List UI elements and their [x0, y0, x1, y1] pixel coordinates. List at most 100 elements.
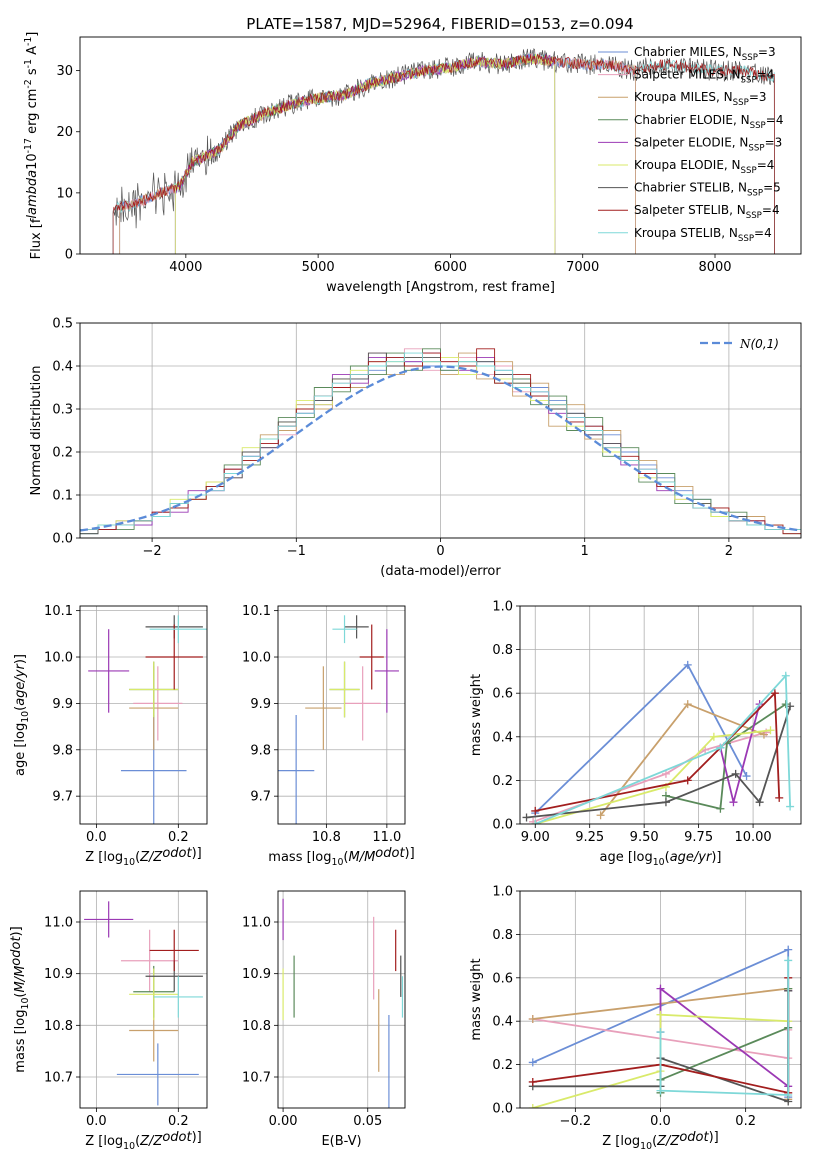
y-tick-label: 1.0 — [492, 600, 513, 615]
y-tick-label: 0.0 — [492, 818, 513, 833]
weight-marker — [528, 1104, 537, 1108]
x-tick-label: 4000 — [169, 260, 202, 275]
y-tick-label: 9.9 — [52, 697, 73, 712]
weight-marker — [528, 1015, 537, 1024]
weight-marker — [528, 1058, 537, 1067]
y-tick-label: 0.0 — [52, 532, 73, 547]
y-tick-label: 10.8 — [242, 1019, 271, 1034]
y-tick-label: 10.0 — [44, 651, 73, 666]
legend-label: Salpeter STELIB, NSSP=4 — [634, 203, 780, 221]
y-axis-label: Flux [flambda10-17 erg cm-2 s-1 A-1] — [23, 32, 44, 260]
weight-marker — [683, 700, 692, 709]
x-axis-label: Z [log10(Z/Zodot)] — [85, 846, 202, 868]
y-tick-label: 10.1 — [44, 604, 73, 619]
y-axis-label: Normed distribution — [29, 366, 44, 496]
y-tick-label: 10.9 — [44, 967, 73, 982]
y-tick-label: 0.2 — [492, 1058, 513, 1073]
weight-marker — [531, 806, 540, 815]
x-tick-label: −1 — [287, 544, 306, 559]
weight-marker — [656, 984, 665, 993]
axes-age_vs_mass: 10.8 11.0 9.7 9.8 9.9 10.0 10.1 mass [log10(M/M… — [242, 604, 415, 868]
weight-marker — [729, 798, 738, 807]
x-axis-label: mass [log10(M/Modot)] — [268, 846, 414, 868]
x-tick-label: 0.05 — [353, 1114, 382, 1129]
y-tick-label: 11.0 — [242, 916, 271, 931]
weight-line — [526, 706, 791, 819]
x-tick-label: −2 — [143, 544, 162, 559]
legend-label: Chabrier STELIB, NSSP=5 — [634, 181, 781, 199]
axes-frame — [519, 605, 802, 825]
weight-marker — [755, 798, 764, 807]
legend-label: Chabrier ELODIE, NSSP=4 — [634, 113, 783, 131]
y-tick-label: 9.7 — [52, 790, 73, 805]
axes-spectrum: 4000 5000 6000 7000 8000 0 10 20 30 wavelength [A… — [23, 32, 802, 295]
weight-marker — [742, 772, 751, 781]
x-axis-label: Z [log10(Z/Zodot)] — [85, 1130, 202, 1152]
x-tick-label: 9.25 — [575, 830, 604, 845]
weight-marker — [656, 1028, 665, 1037]
y-tick-label: 9.9 — [250, 697, 271, 712]
weight-marker — [528, 1077, 537, 1086]
y-tick-label: 9.7 — [250, 790, 271, 805]
weight-line — [665, 703, 787, 810]
x-axis-label: age [log10(age/yr)] — [599, 850, 721, 868]
axes-mass_weight_vs_age: 9.00 9.25 9.50 9.75 10.00 0.0 0.2 0.4 0.6 0.8 1.0 a… — [469, 600, 802, 868]
x-tick-label: 10.00 — [734, 830, 771, 845]
weight-line — [534, 729, 771, 824]
x-tick-label: 9.50 — [630, 830, 659, 845]
axes-mass_weight_vs_Z: −0.2 0.0 0.2 0.0 0.2 0.4 0.6 0.8 1.0 Z [log10(Z/Z… — [469, 885, 802, 1152]
y-tick-label: 0.4 — [492, 730, 513, 745]
weight-line — [535, 691, 781, 812]
figure-title: PLATE=1587, MJD=52964, FIBERID=0153, z=0… — [246, 15, 633, 33]
plot-area-mass_weight_vs_age — [520, 606, 801, 824]
x-tick-label: 0.00 — [269, 1114, 298, 1129]
weight-marker — [775, 793, 784, 802]
histogram-step — [80, 348, 801, 538]
weight-marker — [683, 776, 692, 785]
plot-area-spectrum — [112, 48, 775, 254]
x-axis-label: E(B-V) — [321, 1134, 361, 1149]
y-tick-label: 10.9 — [242, 967, 271, 982]
x-axis-label: Z [log10(Z/Zodot)] — [602, 1130, 719, 1152]
y-tick-label: 0.1 — [52, 489, 73, 504]
legend-label: Kroupa STELIB, NSSP=4 — [634, 226, 772, 244]
legend-label: Chabrier MILES, NSSP=3 — [634, 45, 776, 63]
y-tick-label: 0 — [65, 248, 73, 263]
weight-marker — [716, 743, 725, 752]
legend: Chabrier MILES, NSSP=3 Salpeter MILES, NS… — [598, 45, 783, 244]
y-tick-label: 30 — [56, 64, 73, 79]
weight-marker — [731, 769, 740, 778]
weight-marker — [656, 1010, 665, 1019]
weight-marker — [656, 1086, 665, 1095]
x-tick-label: 0.2 — [735, 1114, 756, 1129]
weight-marker — [786, 802, 795, 811]
axes-frame — [79, 36, 802, 255]
y-axis-label: mass weight — [469, 674, 484, 756]
y-tick-label: 10.8 — [44, 1019, 73, 1034]
x-tick-label: 0.0 — [650, 1114, 671, 1129]
legend-label: Kroupa MILES, NSSP=3 — [634, 90, 767, 108]
axes-frame — [79, 605, 208, 825]
weight-marker — [596, 811, 605, 820]
plot-area-age_vs_Z — [80, 606, 207, 824]
plot-area-mass_vs_EBV — [278, 891, 405, 1108]
legend-label: Kroupa ELODIE, NSSP=4 — [634, 158, 774, 176]
spectrum-line — [112, 53, 775, 254]
y-tick-label: 0.4 — [52, 360, 73, 375]
y-tick-label: 10.7 — [242, 1071, 271, 1086]
y-tick-label: 0.5 — [52, 317, 73, 332]
y-tick-label: 20 — [56, 125, 73, 140]
plot-area-residuals — [80, 323, 801, 538]
weight-marker — [766, 726, 775, 735]
y-axis-label: age [log10(age/yr)] — [13, 654, 31, 776]
y-tick-label: 0.2 — [52, 446, 73, 461]
y-tick-label: 0.3 — [52, 403, 73, 418]
weight-marker — [784, 956, 793, 965]
weight-marker — [784, 945, 793, 954]
weight-marker — [770, 689, 779, 698]
plot-area-age_vs_mass — [278, 606, 405, 824]
x-tick-label: −0.2 — [560, 1114, 592, 1129]
plot-area-mass_vs_Z — [80, 891, 207, 1108]
y-tick-label: 11.0 — [44, 916, 73, 931]
y-tick-label: 10.7 — [44, 1071, 73, 1086]
